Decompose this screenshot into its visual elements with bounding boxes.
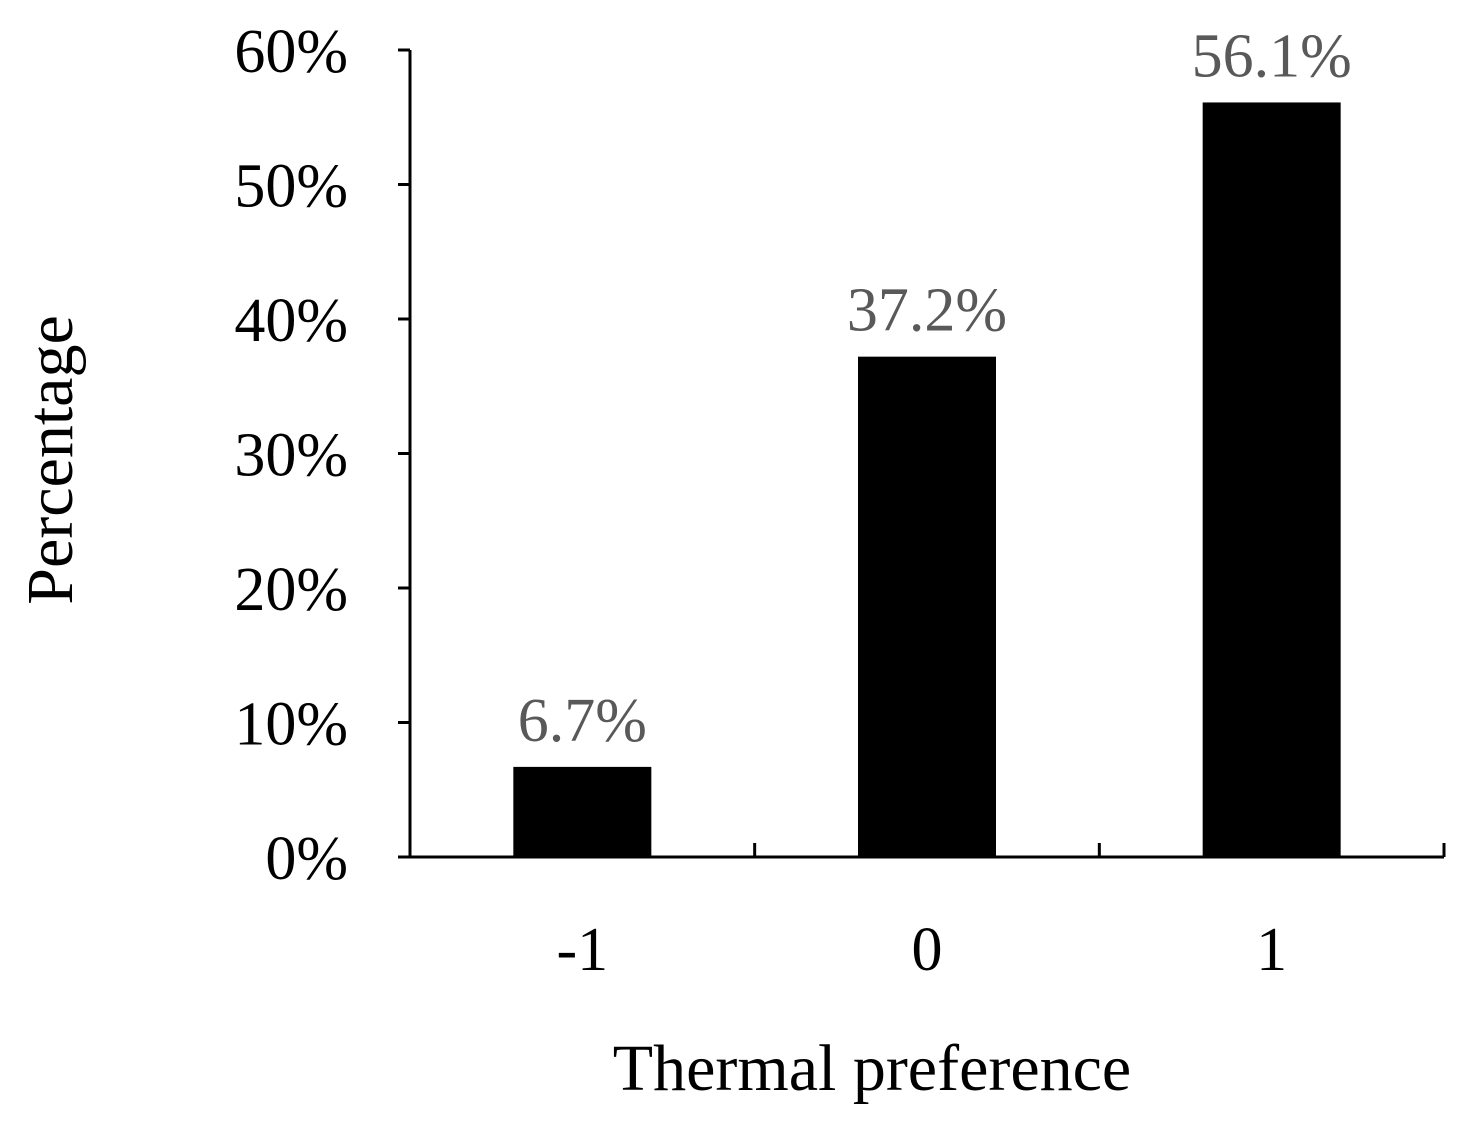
y-tick-label: 10% xyxy=(234,691,348,759)
bar xyxy=(858,356,996,857)
bars xyxy=(513,102,1341,857)
y-tick-label: 0% xyxy=(265,825,348,893)
y-tick-label: 30% xyxy=(234,422,348,490)
x-tick-label: 0 xyxy=(912,916,943,984)
bar xyxy=(1202,102,1341,857)
category-labels: -1 0 1 xyxy=(557,916,1288,984)
y-tick-label: 20% xyxy=(234,556,348,624)
y-tick-label: 50% xyxy=(234,153,348,221)
y-axis-title: Percentage xyxy=(14,315,87,605)
bar-data-label: 37.2% xyxy=(847,277,1007,345)
x-axis-title: Thermal preference xyxy=(613,1032,1131,1105)
bar xyxy=(513,766,652,857)
y-tick-label: 40% xyxy=(234,287,348,355)
x-tick-label: -1 xyxy=(557,916,609,984)
y-tick-label: 60% xyxy=(234,18,348,86)
data-labels: 6.7% 37.2% 56.1% xyxy=(518,22,1352,754)
y-axis-ticks: 0% 10% 20% 30% 40% 50% 60% xyxy=(234,18,410,893)
x-tick-label: 1 xyxy=(1256,916,1287,984)
bar-data-label: 6.7% xyxy=(518,687,647,755)
bar-data-label: 56.1% xyxy=(1192,22,1352,90)
